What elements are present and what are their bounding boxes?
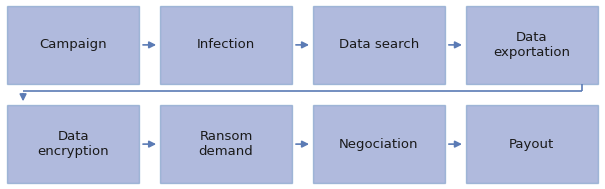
Text: Payout: Payout bbox=[509, 138, 555, 151]
Text: Data
encryption: Data encryption bbox=[38, 130, 109, 158]
FancyBboxPatch shape bbox=[466, 6, 598, 84]
FancyBboxPatch shape bbox=[7, 105, 139, 183]
Text: Data
exportation: Data exportation bbox=[493, 31, 571, 59]
Text: Data search: Data search bbox=[339, 38, 419, 51]
FancyBboxPatch shape bbox=[160, 105, 292, 183]
Text: Negociation: Negociation bbox=[339, 138, 419, 151]
FancyBboxPatch shape bbox=[466, 105, 598, 183]
FancyBboxPatch shape bbox=[313, 6, 445, 84]
FancyBboxPatch shape bbox=[313, 105, 445, 183]
FancyBboxPatch shape bbox=[7, 6, 139, 84]
FancyBboxPatch shape bbox=[160, 6, 292, 84]
Text: Ransom
demand: Ransom demand bbox=[198, 130, 253, 158]
Text: Campaign: Campaign bbox=[39, 38, 107, 51]
Text: Infection: Infection bbox=[197, 38, 255, 51]
